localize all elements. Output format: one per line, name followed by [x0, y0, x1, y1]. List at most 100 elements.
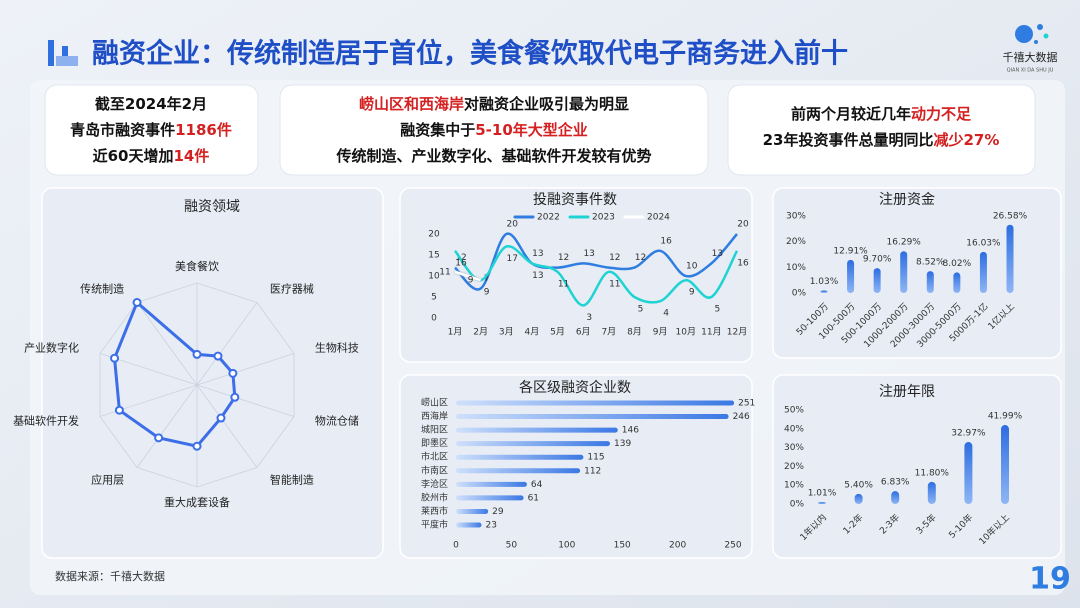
- data-label: 41.99%: [988, 412, 1023, 422]
- chart-title: 注册年限: [879, 384, 935, 400]
- data-label: 251: [738, 399, 755, 409]
- bar: [964, 442, 973, 504]
- line-series: [454, 245, 739, 307]
- data-label: 3: [586, 313, 592, 323]
- data-label: 11: [609, 279, 620, 289]
- radar-point: [230, 392, 240, 402]
- radar-axis-label: 传统制造: [80, 282, 124, 296]
- data-label: 13: [712, 249, 723, 259]
- data-label: 61: [528, 493, 539, 503]
- data-label: 12: [635, 253, 646, 263]
- data-label: 16: [737, 258, 749, 268]
- chart-title: 投融资事件数: [533, 192, 617, 208]
- x-tick-label: 8月: [627, 327, 642, 338]
- box-frames: [44, 84, 1036, 176]
- y-tick-label: 20: [428, 230, 440, 240]
- x-tick-label: 250: [724, 541, 741, 551]
- y-tick-label: 30%: [786, 212, 806, 222]
- data-label: 8.52%: [916, 258, 945, 268]
- x-tick-label: 5月: [550, 327, 565, 338]
- radar-axis-label: 基础软件开发: [13, 413, 79, 427]
- box-text: 23年投资事件总量明同比: [763, 131, 934, 149]
- bar: [456, 400, 735, 406]
- chart-title: 各区级融资企业数: [519, 379, 631, 396]
- box-line: 青岛市融资事件1186件: [70, 121, 232, 139]
- data-label: 5.40%: [844, 480, 873, 490]
- data-label: 139: [614, 439, 631, 449]
- data-label: 8.02%: [943, 259, 972, 269]
- y-tick-label: 0: [431, 314, 437, 324]
- radar-axis-label: 应用层: [91, 472, 124, 486]
- bar: [456, 441, 611, 447]
- logo-subtext: QIAN XI DA SHU JU: [1007, 68, 1054, 74]
- data-label: 11: [558, 279, 569, 289]
- data-label: 13: [532, 249, 543, 259]
- bar: [847, 259, 855, 293]
- radar-point: [132, 297, 142, 307]
- data-label: 112: [584, 466, 601, 476]
- y-tick-label: 崂山区: [421, 398, 448, 409]
- y-tick-label: 市南区: [421, 464, 448, 476]
- data-label: 9: [484, 288, 490, 298]
- box-text: 前两个月较近几年: [791, 105, 911, 123]
- source-note: 数据来源：千禧大数据: [55, 569, 165, 583]
- data-label: 32.97%: [951, 429, 986, 439]
- box-text: 14件: [174, 147, 210, 165]
- data-label: 10: [686, 262, 698, 272]
- data-label: 23: [485, 521, 496, 531]
- x-tick-label: 11月: [701, 327, 721, 338]
- legend-label: 2023: [592, 213, 615, 223]
- bar: [979, 251, 987, 293]
- data-label: 9.70%: [863, 255, 892, 265]
- radar-axis-label: 智能制造: [270, 472, 314, 486]
- legend-label: 2024: [647, 213, 670, 223]
- radar-spoke: [196, 353, 295, 386]
- data-label: 246: [733, 412, 750, 422]
- radar-spoke: [196, 384, 258, 468]
- bar: [456, 522, 482, 528]
- x-tick-label: 1月: [448, 327, 463, 338]
- y-tick-label: 0%: [792, 289, 807, 299]
- x-tick-label: 0: [453, 541, 459, 551]
- bar: [900, 251, 908, 293]
- data-label: 7: [484, 274, 490, 284]
- x-tick-label: 3月: [499, 327, 514, 338]
- y-tick-label: 30%: [784, 443, 804, 453]
- radar-axis-label: 产业数字化: [24, 341, 79, 355]
- data-label: 29: [492, 507, 504, 517]
- data-label: 6.83%: [881, 478, 910, 488]
- radar-spoke: [136, 302, 198, 386]
- box-text: 对融资企业吸引最为明显: [464, 95, 629, 113]
- y-tick-label: 李沧区: [421, 478, 448, 490]
- box-text: 截至2024年2月: [95, 95, 207, 113]
- radar-point: [114, 405, 124, 415]
- box-text: 传统制造、产业数字化、基础软件开发较有优势: [335, 147, 651, 165]
- chart-title: 融资领域: [184, 199, 240, 215]
- radar-spoke: [196, 384, 295, 417]
- y-tick-label: 即墨区: [421, 438, 448, 449]
- x-tick-label: 12月: [727, 327, 747, 338]
- data-label: 13: [532, 271, 543, 281]
- x-tick-label: 7月: [601, 327, 616, 338]
- x-tick-label: 50: [506, 541, 518, 551]
- bar: [820, 290, 828, 293]
- logo-mark: [1015, 24, 1049, 44]
- data-label: 17: [507, 254, 518, 264]
- box-text: 青岛市融资事件: [70, 121, 175, 139]
- y-tick-label: 0%: [790, 500, 805, 510]
- radar-axis-label: 医疗器械: [270, 282, 314, 296]
- data-label: 11: [439, 267, 450, 277]
- y-tick-label: 城阳区: [421, 425, 448, 436]
- y-tick-label: 10%: [784, 481, 804, 491]
- box-text: 融资集中于: [400, 121, 475, 139]
- data-label: 64: [531, 480, 543, 490]
- box-line: 融资集中于5-10年大型企业: [400, 121, 588, 139]
- logo-text: 千禧大数据: [1003, 50, 1058, 64]
- radar-point: [192, 441, 202, 451]
- box-text: 1186件: [175, 121, 232, 139]
- y-tick-label: 20%: [786, 237, 806, 247]
- x-tick-label: 200: [669, 541, 686, 551]
- box-line: 近60天增加14件: [93, 147, 210, 165]
